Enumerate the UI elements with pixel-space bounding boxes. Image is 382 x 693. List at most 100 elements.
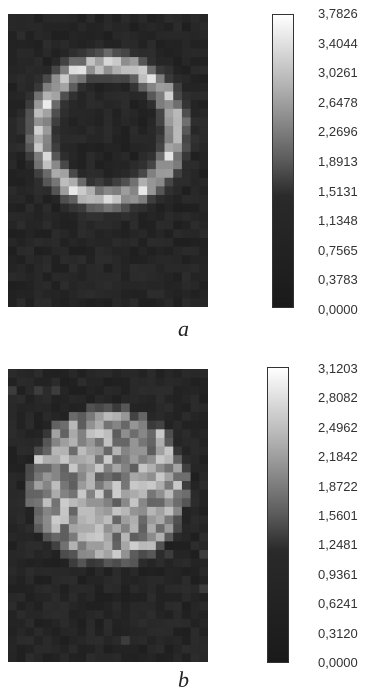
heatmap-cell [60, 369, 70, 379]
heatmap-cell [173, 446, 183, 456]
heatmap-cell [60, 610, 70, 620]
heatmap-cell [181, 420, 192, 430]
heatmap-cell [155, 39, 165, 49]
heatmap-cell [86, 627, 96, 637]
heatmap-cell [94, 289, 105, 299]
heatmap-cell [77, 14, 87, 24]
heatmap-cell [199, 229, 208, 239]
heatmap-cell [181, 281, 192, 291]
heatmap-cell [86, 151, 96, 161]
heatmap-cell [173, 74, 183, 84]
heatmap-cell [16, 429, 26, 439]
heatmap-cell [164, 498, 174, 508]
heatmap-cell [155, 74, 165, 84]
heatmap-cell [181, 212, 192, 222]
heatmap-cell [60, 636, 70, 646]
heatmap-cell [199, 143, 208, 153]
heatmap-cell [181, 558, 192, 568]
heatmap-cell [94, 618, 105, 628]
heatmap-cell [94, 489, 105, 499]
heatmap-cell [103, 386, 113, 396]
heatmap-cell [94, 272, 105, 282]
heatmap-cell [181, 506, 192, 516]
heatmap-cell [129, 532, 139, 542]
heatmap-cell [129, 593, 139, 603]
heatmap-cell [138, 143, 148, 153]
heatmap-cell [190, 238, 200, 248]
heatmap-cell [147, 567, 157, 577]
heatmap-cell [181, 22, 192, 32]
heatmap-cell [173, 386, 183, 396]
heatmap-cell [16, 515, 26, 525]
heatmap-cell [86, 281, 96, 291]
heatmap-cell [42, 369, 52, 379]
heatmap-cell [103, 31, 113, 41]
heatmap-cell [199, 472, 208, 482]
heatmap-cell [199, 549, 208, 559]
heatmap-cell [190, 506, 200, 516]
heatmap-cell [164, 472, 174, 482]
heatmap-cell [25, 169, 35, 179]
heatmap-cell [138, 437, 148, 447]
heatmap-cell [190, 549, 200, 559]
heatmap-cell [8, 143, 18, 153]
heatmap-cell [138, 31, 148, 41]
heatmap-cell [42, 82, 52, 92]
heatmap-cell [164, 65, 174, 75]
heatmap-cell [138, 48, 148, 58]
heatmap-cell [86, 126, 96, 136]
heatmap-cell [25, 601, 35, 611]
heatmap-cell [164, 412, 174, 422]
heatmap-cell [147, 108, 157, 118]
heatmap-cell [42, 281, 52, 291]
heatmap-cell [190, 636, 200, 646]
heatmap-cell [77, 627, 87, 637]
heatmap-cell [60, 31, 70, 41]
heatmap-cell [164, 369, 174, 379]
heatmap-cell [16, 584, 26, 594]
heatmap-cell [121, 100, 131, 110]
heatmap-cell [86, 498, 96, 508]
heatmap-cell [94, 108, 105, 118]
heatmap-cell [8, 618, 18, 628]
colorbar-tick-label: 2,6478 [318, 94, 358, 110]
heatmap-cell [199, 601, 208, 611]
heatmap-cell [121, 39, 131, 49]
heatmap-cell [138, 220, 148, 230]
heatmap-cell [34, 558, 44, 568]
heatmap-cell [51, 541, 61, 551]
heatmap-cell [68, 212, 78, 222]
heatmap-cell [199, 394, 208, 404]
heatmap-cell [51, 220, 61, 230]
heatmap-cell [164, 177, 174, 187]
heatmap-cell [121, 134, 131, 144]
heatmap-cell [94, 14, 105, 24]
heatmap-cell [121, 429, 131, 439]
heatmap-cell [60, 498, 70, 508]
heatmap-cell [181, 272, 192, 282]
heatmap-cell [68, 618, 78, 628]
heatmap-cell [190, 91, 200, 101]
heatmap-cell [86, 653, 96, 662]
heatmap-cell [173, 117, 183, 127]
heatmap-cell [68, 177, 78, 187]
heatmap-cell [25, 403, 35, 413]
heatmap-cell [155, 134, 165, 144]
heatmap-cell [129, 91, 139, 101]
heatmap-cell [181, 498, 192, 508]
heatmap-cell [199, 48, 208, 58]
heatmap-cell [94, 169, 105, 179]
heatmap-cell [86, 272, 96, 282]
heatmap-cell [129, 377, 139, 387]
heatmap-cell [147, 429, 157, 439]
heatmap-cell [121, 272, 131, 282]
heatmap-cell [34, 57, 44, 67]
heatmap-cell [147, 532, 157, 542]
heatmap-cell [173, 489, 183, 499]
heatmap-cell [155, 455, 165, 465]
heatmap-cell [68, 186, 78, 196]
heatmap-cell [181, 238, 192, 248]
heatmap-cell [173, 65, 183, 75]
heatmap-cell [129, 246, 139, 256]
heatmap-b [8, 369, 208, 662]
